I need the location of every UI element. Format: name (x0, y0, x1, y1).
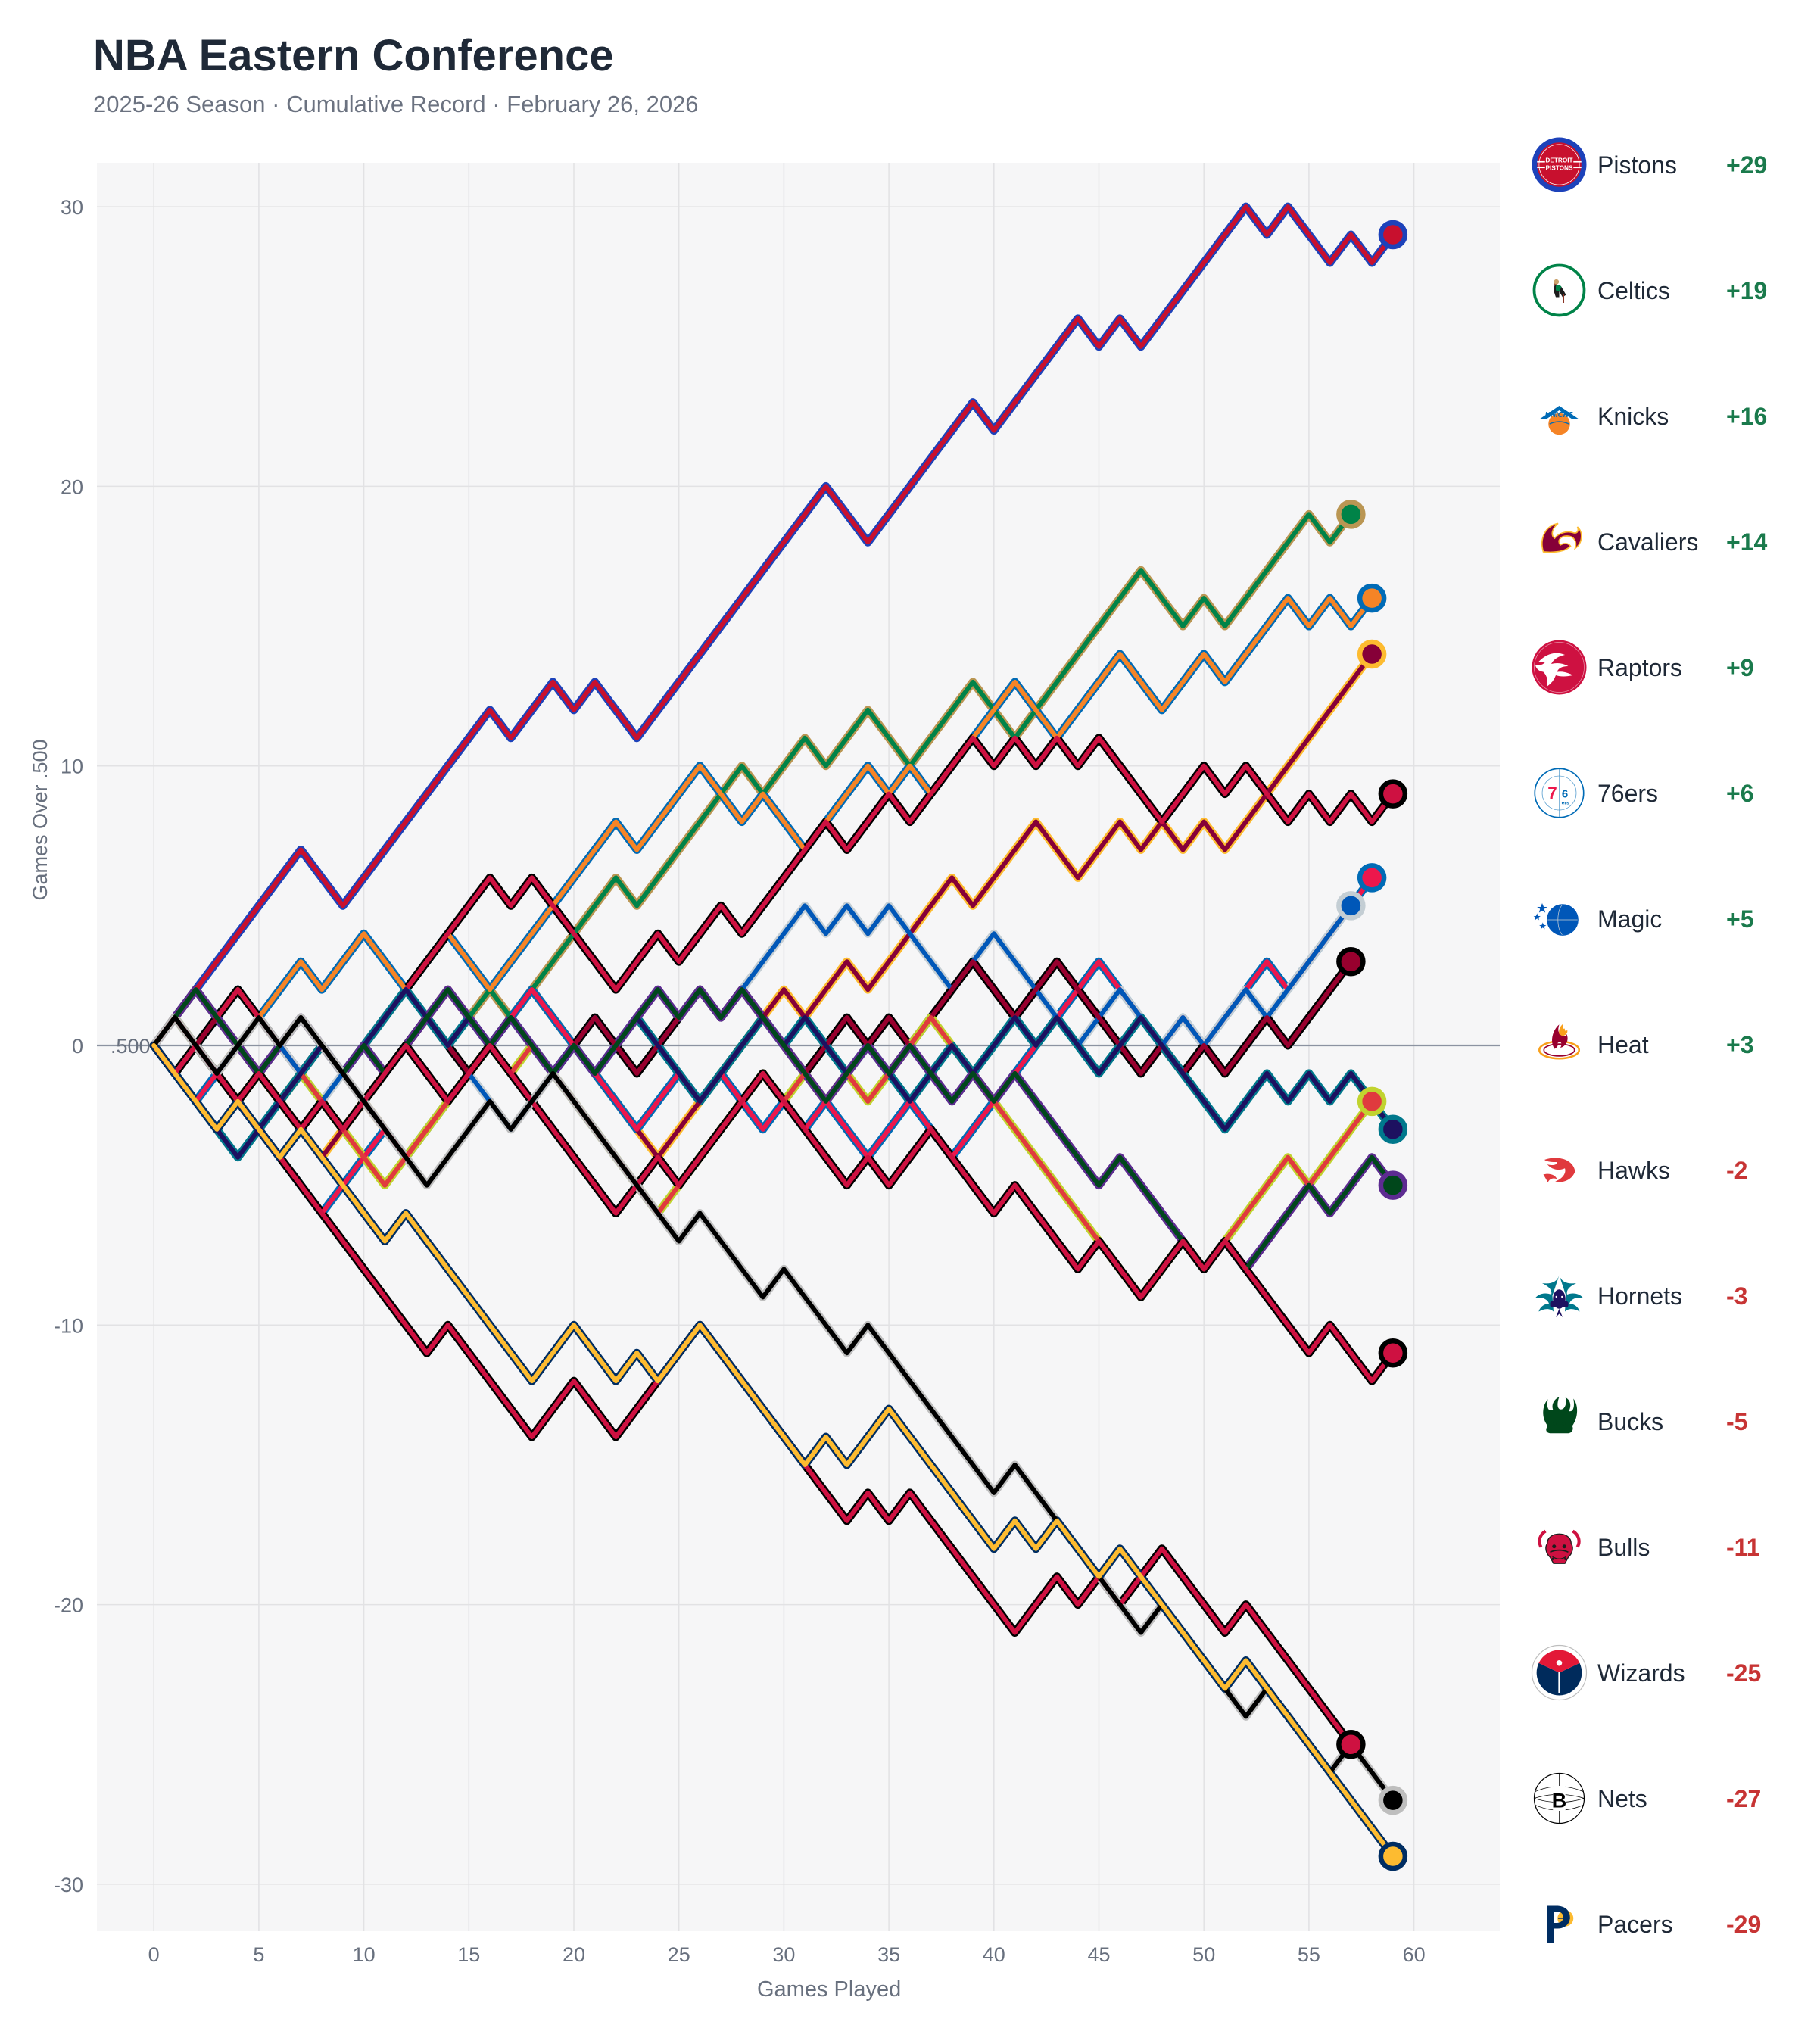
svg-text:15: 15 (457, 1943, 480, 1966)
svg-text:PISTONS: PISTONS (1545, 164, 1573, 171)
svg-text:ers: ers (1562, 801, 1569, 806)
svg-text:0: 0 (148, 1943, 160, 1966)
svg-text:DETROIT: DETROIT (1545, 157, 1572, 164)
svg-text:20: 20 (563, 1943, 585, 1966)
svg-text:50: 50 (1192, 1943, 1215, 1966)
svg-text:0: 0 (72, 1035, 83, 1058)
svg-text:30: 30 (61, 196, 83, 219)
svg-text:.500: .500 (111, 1035, 151, 1058)
svg-text:10: 10 (353, 1943, 376, 1966)
svg-text:25: 25 (668, 1943, 690, 1966)
svg-text:-10: -10 (54, 1314, 83, 1337)
svg-text:35: 35 (877, 1943, 900, 1966)
svg-text:40: 40 (983, 1943, 1005, 1966)
svg-text:KNICKS: KNICKS (1545, 411, 1574, 419)
svg-text:B: B (1552, 1790, 1567, 1812)
svg-text:45: 45 (1087, 1943, 1110, 1966)
svg-text:20: 20 (61, 475, 83, 498)
svg-text:6: 6 (1562, 788, 1568, 801)
svg-text:10: 10 (61, 756, 83, 778)
svg-text:55: 55 (1298, 1943, 1320, 1966)
svg-text:-20: -20 (54, 1594, 83, 1617)
svg-text:-30: -30 (54, 1874, 83, 1896)
svg-text:7: 7 (1547, 784, 1557, 802)
svg-text:60: 60 (1403, 1943, 1426, 1966)
svg-text:5: 5 (253, 1943, 264, 1966)
svg-text:30: 30 (772, 1943, 795, 1966)
